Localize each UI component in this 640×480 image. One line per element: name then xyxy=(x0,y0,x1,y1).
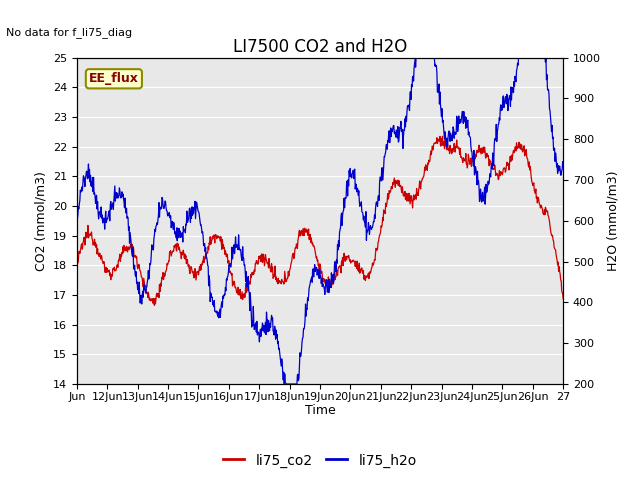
li75_h2o xyxy=(559,164,567,169)
Line: li75_h2o: li75_h2o xyxy=(77,58,563,384)
li75_h2o xyxy=(275,346,282,352)
Text: EE_flux: EE_flux xyxy=(89,72,139,85)
X-axis label: Time: Time xyxy=(305,405,335,418)
li75_h2o xyxy=(96,209,104,215)
li75_co2 xyxy=(164,262,172,268)
li75_h2o xyxy=(280,381,288,387)
li75_h2o xyxy=(543,86,551,92)
li75_co2 xyxy=(73,263,81,269)
Y-axis label: H2O (mmol/m3): H2O (mmol/m3) xyxy=(607,170,620,271)
li75_co2 xyxy=(543,208,551,214)
li75_co2 xyxy=(96,252,104,257)
Line: li75_co2: li75_co2 xyxy=(77,136,563,305)
Legend: li75_co2, li75_h2o: li75_co2, li75_h2o xyxy=(218,448,422,473)
li75_h2o xyxy=(360,213,368,219)
li75_h2o xyxy=(536,55,544,60)
li75_co2 xyxy=(438,133,446,139)
li75_co2 xyxy=(150,302,158,308)
li75_co2 xyxy=(559,296,567,301)
Y-axis label: CO2 (mmol/m3): CO2 (mmol/m3) xyxy=(35,171,47,271)
Text: No data for f_li75_diag: No data for f_li75_diag xyxy=(6,27,132,38)
li75_co2 xyxy=(360,276,368,282)
li75_h2o xyxy=(412,55,420,60)
li75_co2 xyxy=(275,279,283,285)
li75_h2o xyxy=(73,220,81,226)
Title: LI7500 CO2 and H2O: LI7500 CO2 and H2O xyxy=(233,38,407,56)
li75_h2o xyxy=(163,208,171,214)
li75_co2 xyxy=(536,202,544,207)
